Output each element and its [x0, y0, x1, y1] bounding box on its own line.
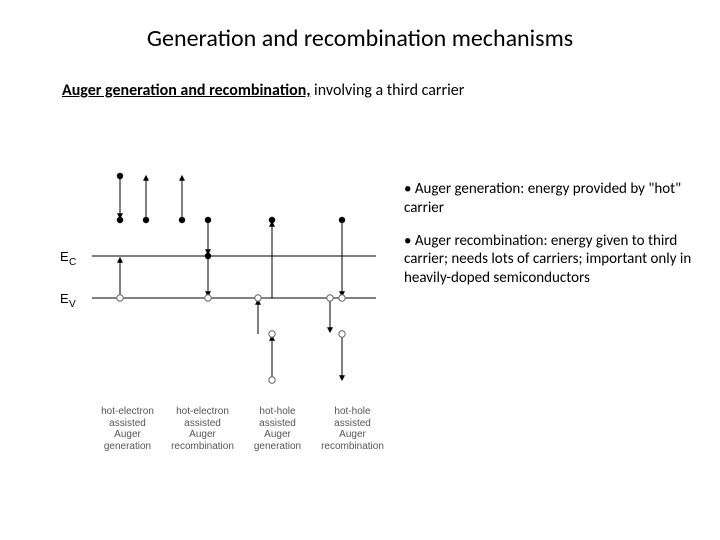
bullet-generation: • Auger generation: energy provided by "… [404, 180, 714, 218]
column-caption: hot-holeassistedAugergeneration [240, 406, 315, 452]
subtitle: Auger generation and recombination, invo… [62, 81, 720, 100]
column-caption: hot-electronassistedAugergeneration [90, 406, 165, 452]
svg-text:E: E [60, 291, 69, 306]
content-area: ECEV hot-electronassistedAugergeneration… [56, 158, 700, 530]
svg-text:E: E [60, 249, 69, 264]
column-caption: hot-holeassistedAugerrecombination [315, 406, 390, 452]
bullet-list: • Auger generation: energy provided by "… [404, 180, 714, 302]
bullet-recombination: • Auger recombination: energy given to t… [404, 232, 714, 288]
subtitle-tail: involving a third carrier [310, 81, 464, 100]
subtitle-bold: Auger generation and recombination, [62, 81, 310, 100]
page-title: Generation and recombination mechanisms [0, 0, 720, 53]
svg-text:C: C [69, 257, 76, 268]
energy-band-diagram: ECEV hot-electronassistedAugergeneration… [56, 158, 396, 398]
svg-text:V: V [69, 299, 76, 310]
column-caption: hot-electronassistedAugerrecombination [165, 406, 240, 452]
